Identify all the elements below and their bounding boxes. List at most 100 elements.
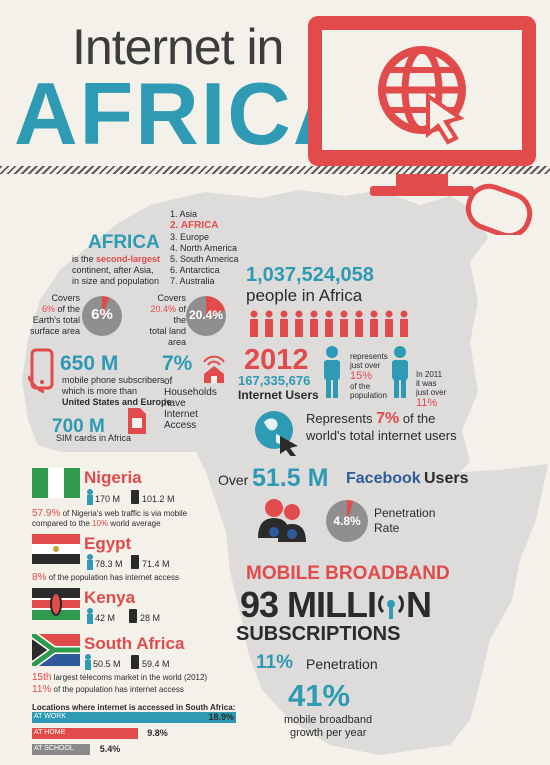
households-line-2: Households: [164, 387, 217, 398]
land-area-line-3: total land: [149, 326, 186, 336]
facebook-pen-1: Penetration: [374, 506, 436, 520]
population-number: 1,037,524,058: [246, 264, 374, 286]
country-1-pop1: 78.3 M: [95, 559, 123, 569]
continent-desc-highlight: second-largest: [96, 254, 161, 264]
land-area-line-4: area: [167, 337, 186, 347]
person-icon: [325, 310, 333, 337]
rep-line-4: population: [350, 391, 387, 400]
country-0-note2-a: compared to the: [32, 519, 93, 528]
continent-desc-2: continent, after Asia,: [72, 265, 154, 275]
earth-surface-pie: [82, 296, 122, 336]
locations-title: Locations where internet is accessed in …: [32, 703, 236, 712]
country-2-name: Kenya: [84, 588, 136, 607]
rep-line-1: represents: [350, 352, 388, 361]
rank-5: 5. South America: [170, 254, 239, 264]
broadband-number-end: N: [406, 584, 432, 625]
person-icon: [280, 310, 288, 337]
country-0-note-2: compared to the 10% world average: [32, 519, 161, 528]
rank-7: 7. Australia: [170, 276, 215, 286]
rank-3: 3. Europe: [170, 232, 210, 242]
mobile-number: 650 M: [60, 352, 119, 375]
population-label: people in Africa: [246, 286, 363, 305]
country-0-note-rest: of Nigeria's web traffic is via mobile: [60, 509, 188, 518]
country-1-name: Egypt: [84, 534, 132, 553]
location-bar-value: 5.4%: [99, 744, 121, 754]
continent-desc-prefix: is the: [72, 254, 97, 264]
person-icon-2012: [324, 346, 340, 398]
households-line-5: Access: [164, 420, 197, 431]
facebook-pie: [326, 500, 368, 542]
households-line-1: of: [164, 376, 173, 387]
mobile-icon: [131, 490, 139, 504]
world-share-line-1: Represents 7% of the: [306, 410, 435, 428]
country-0-note2-pct: 10%: [92, 519, 109, 528]
location-bar-label: AT WORK: [34, 713, 67, 720]
country-3-note-2: 11% of the population has internet acces…: [32, 684, 184, 695]
rep-line-3: of the: [350, 382, 371, 391]
households-line-3: have: [164, 398, 186, 409]
broadband-growth-2: growth per year: [290, 727, 367, 739]
mobile-line-2: which is more than: [62, 386, 138, 396]
households-text: of Households have Internet Access: [164, 376, 217, 431]
in2011-text: In 2011 it was just over 11%: [416, 370, 446, 409]
person-icon-2011: [392, 346, 408, 398]
person-icon: [250, 310, 258, 337]
country-3-pop1: 50.5 M: [93, 659, 121, 669]
sim-label: SIM cards in Africa: [56, 433, 132, 443]
mobile-line-3: United States and Europe: [62, 397, 172, 407]
location-bar-value: 18.9%: [208, 712, 234, 722]
world-share-line-2: world's total internet users: [306, 428, 457, 443]
households-line-4: Internet: [164, 409, 198, 420]
nigeria-flag: [32, 468, 80, 498]
broadband-pen-pct: 11%: [256, 652, 293, 673]
south-africa-flag: [32, 634, 80, 666]
continent-ranking: 1. Asia 2. AFRICA 3. Europe 4. North Ame…: [170, 209, 239, 287]
in2011-pct: 11%: [416, 397, 438, 409]
computer-icon: [308, 16, 536, 235]
person-icon: [370, 310, 378, 337]
person-icon: [295, 310, 303, 337]
users-label: Internet Users: [238, 388, 319, 402]
kenya-flag: [32, 588, 80, 620]
users-rep-text: represents just over 15% of the populati…: [350, 352, 388, 400]
land-area-text: Covers 20.4% of the total land area: [138, 293, 186, 348]
location-bar: AT WORK 18.9%: [32, 712, 236, 723]
facebook-users: Users: [424, 470, 469, 487]
facebook-users-icon: [258, 499, 306, 542]
mobile-icon: [131, 655, 139, 669]
country-2-pop1: 42 M: [95, 613, 116, 623]
land-area-line-1: Covers: [157, 293, 186, 303]
earth-surface-text: Covers 6% of the Earth's total surface a…: [24, 293, 80, 337]
rank-6: 6. Antarctica: [170, 265, 220, 275]
country-1-note-rest: of the population has internet access: [46, 573, 179, 582]
world-share-a: Represents: [306, 411, 377, 426]
location-bar: AT SCHOOL 5.4%: [32, 744, 120, 755]
users-number: 167,335,676: [238, 373, 311, 388]
country-3-note1-a: 15th: [32, 672, 52, 683]
broadband-number-start: 93 MILLI: [240, 584, 377, 625]
rank-1: 1. Asia: [170, 209, 198, 219]
person-icon: [310, 310, 318, 337]
country-0-pop1: 170 M: [95, 494, 121, 504]
rep-pct: 15%: [350, 370, 373, 382]
country-3-note1-b: largest telecoms market in the world (20…: [51, 673, 208, 682]
broadband-heading: MOBILE BROADBAND: [246, 563, 450, 584]
earth-surface-pct: 6%: [41, 304, 55, 314]
world-share-pct: 7%: [376, 410, 400, 427]
country-0-name: Nigeria: [84, 468, 142, 487]
land-area-pie: [186, 296, 226, 336]
country-1-pop2: 71.4 M: [142, 559, 170, 569]
mobile-line-1: mobile phone subscribers: [62, 375, 165, 385]
earth-surface-line-1: Covers: [51, 293, 80, 303]
person-icon: [355, 310, 363, 337]
facebook-number: 51.5 M: [252, 464, 329, 492]
location-bar: AT HOME 9.8%: [32, 728, 168, 739]
continent-desc-1: is the second-largest: [72, 254, 160, 264]
earth-surface-of: of the: [54, 304, 80, 314]
facebook-pie-label: 4.8%: [333, 514, 361, 528]
rep-line-2: just over: [350, 361, 381, 370]
land-area-pie-label: 20.4%: [188, 308, 224, 322]
country-0-note-pct: 57.9%: [32, 508, 61, 519]
broadband-pen-label: Penetration: [306, 656, 378, 672]
